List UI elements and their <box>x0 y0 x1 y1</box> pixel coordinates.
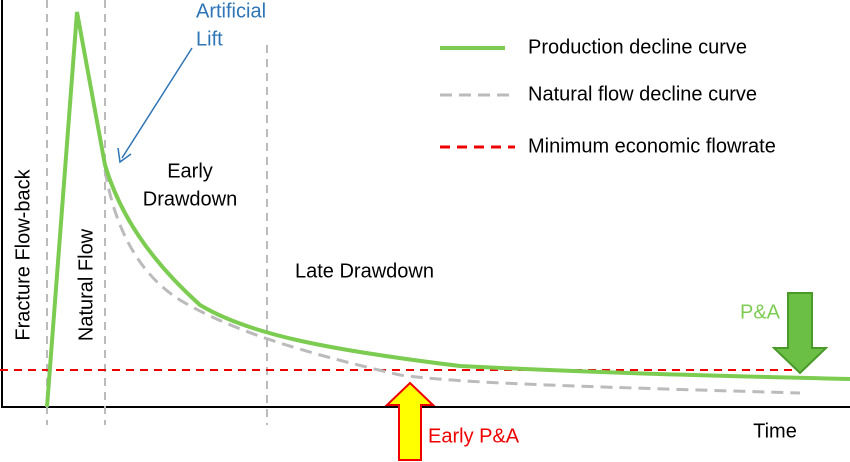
annotation-arrow <box>121 47 193 159</box>
x-axis-label: Time <box>753 420 797 442</box>
annotation: Lift <box>196 28 223 50</box>
phase-dividers <box>46 0 268 425</box>
region-label: Early <box>167 160 213 182</box>
region-label: Late Drawdown <box>295 260 434 282</box>
annotation: Artificial <box>196 0 266 22</box>
legend-label: Natural flow decline curve <box>528 83 757 105</box>
legend-label: Minimum economic flowrate <box>528 135 776 157</box>
legend-label: Production decline curve <box>528 36 747 58</box>
region-label: Drawdown <box>143 188 237 210</box>
region-label: Fracture Flow-back <box>12 168 34 340</box>
region-label: Natural Flow <box>75 228 97 341</box>
natural-decline-curve <box>103 169 801 395</box>
production-decline-curve <box>45 11 850 408</box>
early-pa-arrow <box>384 381 436 461</box>
annotation: Early P&A <box>428 425 520 447</box>
pa-arrow <box>771 292 829 375</box>
annotation-arrowhead <box>117 147 132 164</box>
annotation: P&A <box>740 301 781 323</box>
